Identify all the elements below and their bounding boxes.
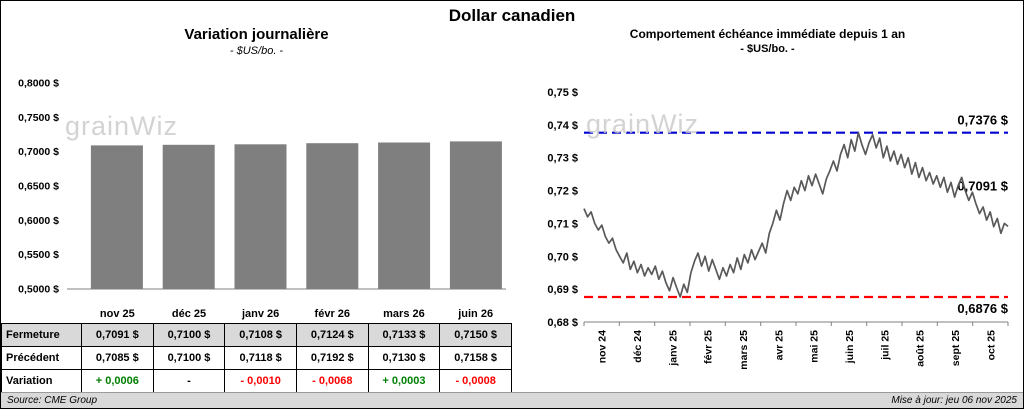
svg-text:oct 25: oct 25	[985, 330, 997, 361]
row-label: Fermeture	[1, 323, 82, 347]
page-title: Dollar canadien	[448, 6, 576, 25]
table-row-fermeture: Fermeture 0,7091 $ 0,7100 $ 0,7108 $ 0,7…	[1, 323, 512, 347]
svg-text:0,7000 $: 0,7000 $	[18, 146, 59, 158]
column-header: janv 26	[241, 308, 280, 320]
svg-text:0,6876 $: 0,6876 $	[957, 301, 1008, 316]
svg-text:0,8000 $: 0,8000 $	[18, 78, 59, 90]
bar-chart-svg: 0,5000 $ 0,5500 $ 0,6000 $ 0,6500 $ 0,7000 $…	[18, 78, 506, 296]
left-panel: Variation journalière - $US/bo. - 0,5000…	[1, 26, 512, 393]
column-header: déc 25	[171, 308, 207, 320]
table-cell: 0,7100 $	[152, 323, 226, 347]
svg-text:0,7091 $: 0,7091 $	[957, 178, 1008, 193]
table-row-variation: Variation + 0,0006 - - 0,0010 - 0,0068 +…	[1, 369, 512, 393]
column-header: nov 25	[99, 308, 135, 320]
line-chart-title: Comportement échéance immédiate depuis 1…	[629, 27, 906, 41]
update-note: Mise à jour: jeu 06 nov 2025	[891, 395, 1017, 406]
source-note: Source: CME Group	[7, 395, 98, 406]
table-cell: + 0,0003	[367, 369, 441, 393]
table-cell: 0,7085 $	[81, 346, 154, 370]
daily-variation-bar-chart: 0,5000 $ 0,5500 $ 0,6000 $ 0,6500 $ 0,7000 $…	[1, 59, 512, 303]
svg-text:déc 24: déc 24	[632, 330, 644, 363]
table-cell: 0,7130 $	[367, 346, 441, 370]
svg-text:févr 25: févr 25	[703, 330, 715, 364]
svg-text:mars 25: mars 25	[738, 330, 750, 370]
table-cell: - 0,0068	[295, 369, 369, 393]
svg-text:nov 24: nov 24	[597, 330, 609, 363]
one-year-line-chart: 0,68 $ 0,69 $ 0,70 $ 0,71 $ 0,72 $ 0,73 $ 0,74…	[512, 57, 1023, 391]
svg-text:0,75 $: 0,75 $	[547, 87, 578, 99]
svg-text:0,5000 $: 0,5000 $	[18, 284, 59, 296]
svg-text:0,71 $: 0,71 $	[547, 218, 578, 230]
table-cell: - 0,0010	[224, 369, 297, 393]
svg-text:août 25: août 25	[915, 330, 927, 367]
column-header: juin 26	[458, 308, 494, 320]
futures-table: nov 25 déc 25 janv 26 févr 26 mars 26 ju…	[1, 305, 512, 393]
table-cell: 0,7158 $	[439, 346, 512, 370]
table-header-row: nov 25 déc 25 janv 26 févr 26 mars 26 ju…	[2, 305, 512, 324]
line-chart-svg: 0,68 $ 0,69 $ 0,70 $ 0,71 $ 0,72 $ 0,73 $ 0,74…	[547, 87, 1008, 370]
svg-text:0,72 $: 0,72 $	[547, 186, 578, 198]
table-corner-cell	[2, 305, 82, 324]
table-cell: 0,7091 $	[81, 323, 154, 347]
svg-text:0,6000 $: 0,6000 $	[18, 215, 59, 227]
column-header: mars 26	[383, 308, 425, 320]
bar-chart-subtitle: - $US/bo. -	[229, 45, 284, 57]
svg-text:juin 25: juin 25	[844, 330, 856, 364]
table-cell: 0,7133 $	[367, 323, 441, 347]
svg-text:mai 25: mai 25	[809, 330, 821, 363]
column-header: févr 26	[314, 308, 351, 320]
svg-text:0,7500 $: 0,7500 $	[18, 112, 59, 124]
table-cell: + 0,0006	[81, 369, 154, 393]
svg-text:juil 25: juil 25	[879, 330, 891, 361]
svg-text:0,5500 $: 0,5500 $	[18, 249, 59, 261]
svg-text:0,6500 $: 0,6500 $	[18, 181, 59, 193]
svg-text:0,73 $: 0,73 $	[547, 153, 578, 165]
row-label: Variation	[1, 369, 82, 393]
table-cell: 0,7118 $	[224, 346, 297, 370]
footer-bar: Source: CME Group Mise à jour: jeu 06 no…	[1, 392, 1023, 408]
table-cell: - 0,0008	[439, 369, 512, 393]
line-chart-subtitle: - $US/bo. -	[740, 43, 795, 55]
bar-chart-title: Variation journalière	[184, 26, 329, 43]
panels-row: Variation journalière - $US/bo. - 0,5000…	[1, 26, 1023, 393]
svg-text:janv 25: janv 25	[667, 330, 679, 367]
right-panel: Comportement échéance immédiate depuis 1…	[512, 26, 1023, 393]
table-cell: 0,7108 $	[224, 323, 297, 347]
table-cell: 0,7124 $	[295, 323, 369, 347]
table-cell: 0,7150 $	[439, 323, 512, 347]
svg-text:0,7376 $: 0,7376 $	[957, 113, 1008, 128]
svg-text:0,69 $: 0,69 $	[547, 284, 578, 296]
svg-text:0,68 $: 0,68 $	[547, 317, 578, 329]
svg-text:0,70 $: 0,70 $	[547, 251, 578, 263]
table-row-precedent: Précédent 0,7085 $ 0,7100 $ 0,7118 $ 0,7…	[1, 346, 512, 370]
table-cell: -	[152, 369, 226, 393]
table-cell: 0,7192 $	[295, 346, 369, 370]
row-label: Précédent	[1, 346, 82, 370]
svg-text:sept 25: sept 25	[950, 330, 962, 366]
svg-text:avr 25: avr 25	[773, 330, 785, 361]
table-cell: 0,7100 $	[152, 346, 226, 370]
svg-text:0,74 $: 0,74 $	[547, 120, 578, 132]
